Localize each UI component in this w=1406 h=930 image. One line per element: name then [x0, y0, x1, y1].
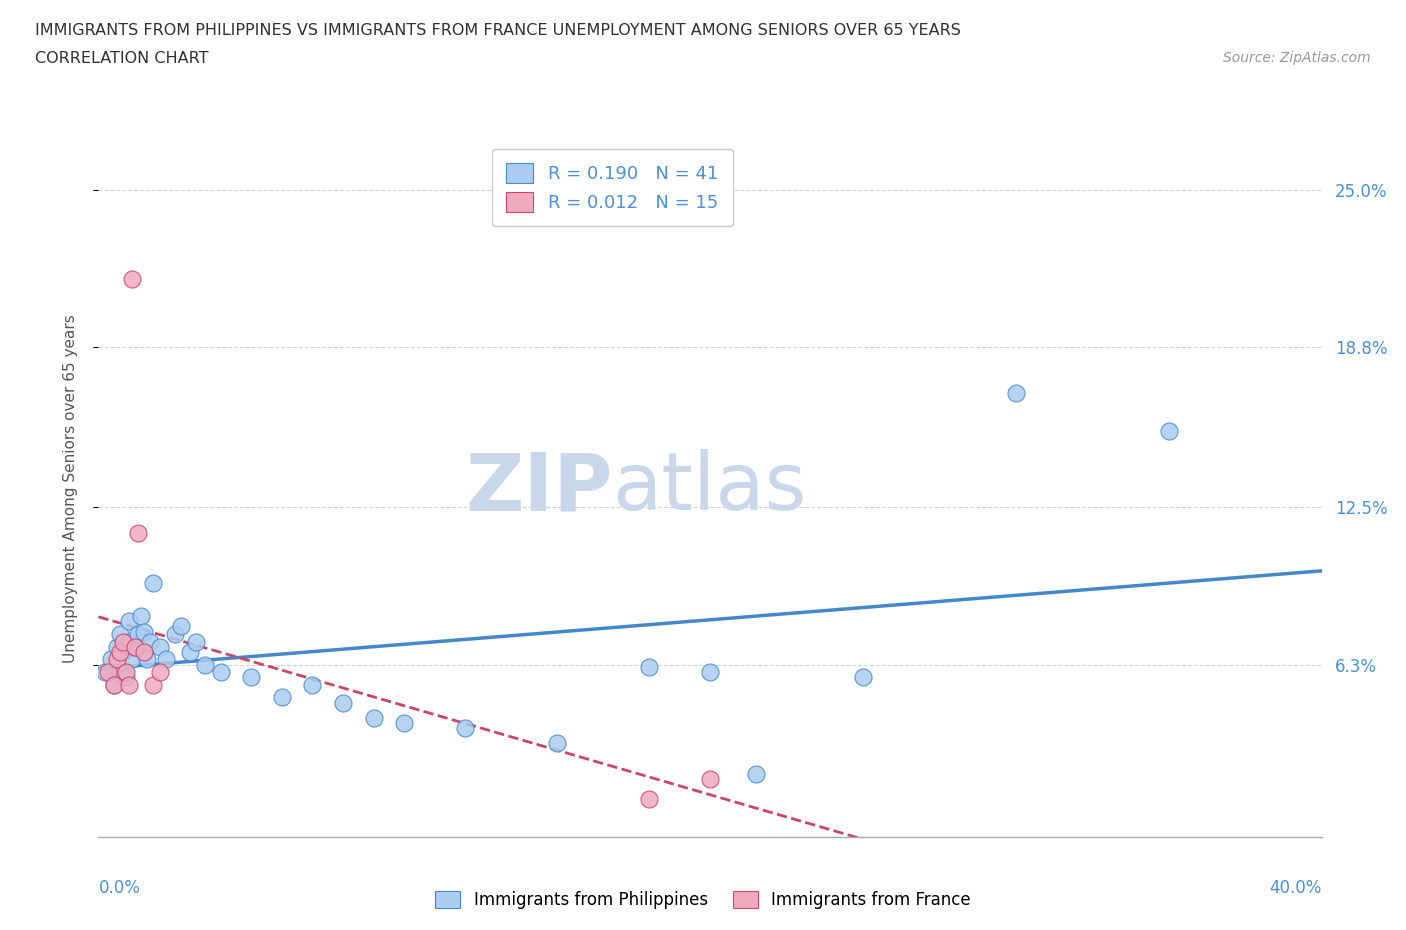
Point: [129, 609, 152, 624]
Text: ZIP: ZIP: [465, 449, 612, 527]
Point: [115, 665, 138, 680]
Point: [699, 665, 721, 680]
Point: [134, 624, 156, 639]
Point: [111, 634, 134, 649]
Point: [301, 677, 323, 692]
Point: [745, 766, 768, 781]
Point: [155, 652, 177, 667]
Point: [93, 665, 115, 680]
Point: [124, 639, 146, 654]
Point: [240, 670, 263, 684]
Point: [699, 771, 721, 786]
Point: [1157, 424, 1180, 439]
Point: [149, 639, 172, 654]
Point: [149, 665, 172, 680]
Text: 0.0%: 0.0%: [98, 879, 141, 897]
Point: [108, 665, 131, 680]
Point: [118, 614, 141, 629]
Text: CORRELATION CHART: CORRELATION CHART: [35, 51, 208, 66]
Point: [363, 711, 385, 725]
Point: [127, 627, 149, 642]
Text: IMMIGRANTS FROM PHILIPPINES VS IMMIGRANTS FROM FRANCE UNEMPLOYMENT AMONG SENIORS: IMMIGRANTS FROM PHILIPPINES VS IMMIGRANT…: [35, 23, 962, 38]
Point: [194, 658, 217, 672]
Point: [170, 619, 193, 634]
Point: [118, 634, 141, 649]
Point: [332, 695, 354, 710]
Point: [637, 791, 661, 806]
Point: [270, 690, 292, 705]
Point: [139, 634, 162, 649]
Point: [134, 644, 156, 659]
Point: [121, 652, 143, 667]
Text: Source: ZipAtlas.com: Source: ZipAtlas.com: [1223, 51, 1371, 65]
Point: [142, 576, 165, 591]
Point: [121, 272, 143, 286]
Point: [134, 644, 156, 659]
Point: [637, 659, 661, 674]
Point: [209, 665, 232, 680]
Legend: Immigrants from Philippines, Immigrants from France: Immigrants from Philippines, Immigrants …: [427, 883, 979, 917]
Point: [163, 627, 186, 642]
Point: [392, 715, 416, 730]
Point: [142, 677, 165, 692]
Point: [108, 644, 131, 659]
Point: [97, 665, 120, 680]
Point: [136, 652, 159, 667]
Y-axis label: Unemployment Among Seniors over 65 years: Unemployment Among Seniors over 65 years: [63, 314, 77, 662]
Point: [127, 525, 149, 540]
Point: [186, 634, 208, 649]
Point: [852, 670, 875, 684]
Text: 40.0%: 40.0%: [1270, 879, 1322, 897]
Point: [454, 721, 477, 736]
Point: [105, 639, 128, 654]
Point: [1004, 386, 1026, 401]
Point: [100, 652, 122, 667]
Point: [118, 677, 141, 692]
Point: [105, 652, 128, 667]
Point: [111, 644, 134, 659]
Point: [546, 736, 568, 751]
Point: [103, 677, 125, 692]
Text: atlas: atlas: [612, 449, 807, 527]
Point: [179, 644, 201, 659]
Point: [103, 677, 125, 692]
Legend: R = 0.190   N = 41, R = 0.012   N = 15: R = 0.190 N = 41, R = 0.012 N = 15: [492, 149, 733, 226]
Point: [124, 639, 146, 654]
Point: [115, 670, 138, 684]
Point: [108, 627, 131, 642]
